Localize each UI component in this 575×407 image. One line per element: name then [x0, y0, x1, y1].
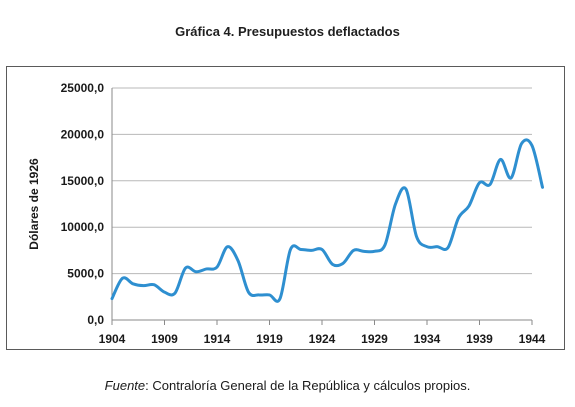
source-note: Fuente: Contraloría General de la Repúbl…: [0, 378, 575, 393]
y-axis-label: Dólares de 1926: [27, 158, 41, 250]
gridlines: [112, 87, 532, 275]
x-tick-label: 1909: [151, 332, 178, 346]
y-tick-label: 25000,0: [61, 81, 105, 95]
x-tick-label: 1929: [361, 332, 388, 346]
x-tick-label: 1904: [99, 332, 126, 346]
y-tick-label: 15000,0: [61, 174, 105, 188]
y-tick-label: 20000,0: [61, 127, 105, 141]
y-tick-label: 5000,0: [67, 267, 104, 281]
source-text: : Contraloría General de la República y …: [145, 378, 471, 393]
x-tick-label: 1934: [414, 332, 441, 346]
axes: [111, 88, 533, 325]
source-label: Fuente: [104, 378, 146, 393]
x-tick-label: 1944: [519, 332, 546, 346]
x-tick-label: 1914: [204, 332, 231, 346]
chart-title: Gráfica 4. Presupuestos deflactados: [175, 24, 400, 39]
y-tick-label: 10000,0: [61, 220, 105, 234]
x-tick-label: 1939: [466, 332, 493, 346]
y-tick-label: 0,0: [87, 313, 104, 327]
chart-frame: [6, 66, 565, 350]
x-tick-label: 1924: [309, 332, 336, 346]
x-tick-label: 1919: [256, 332, 283, 346]
series: [110, 138, 544, 303]
tick-labels: 0,0 5000,0 10000,0 15000,0 20000,0 25000,0 190…: [61, 81, 546, 346]
series-line: [110, 138, 544, 303]
